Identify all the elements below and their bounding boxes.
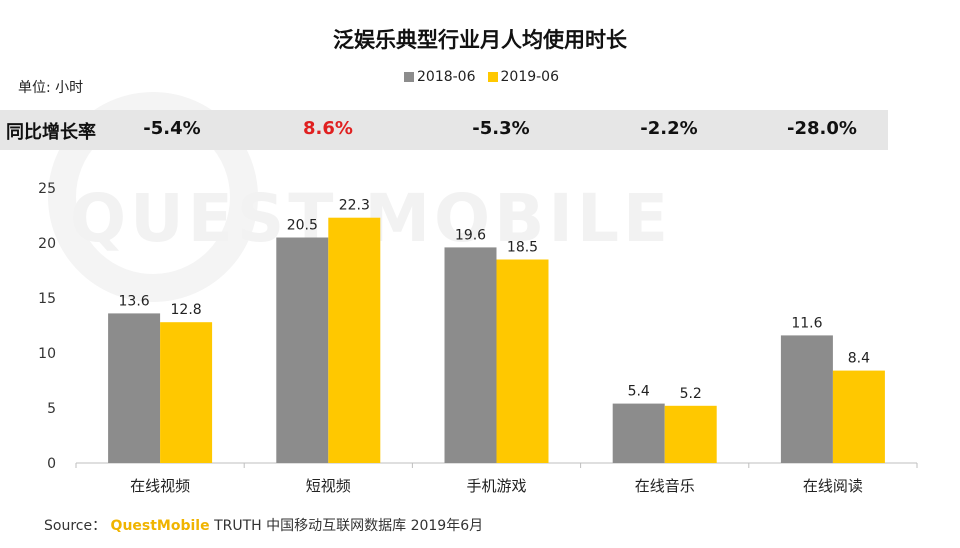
chart-title: 泛娱乐典型行业月人均使用时长 bbox=[333, 28, 627, 52]
bar bbox=[496, 259, 549, 463]
legend-swatch-2019 bbox=[487, 72, 498, 82]
bar bbox=[664, 405, 717, 463]
unit-label: 单位: 小时 bbox=[18, 80, 84, 96]
growth-value-online-reading: -28.0% bbox=[787, 118, 857, 139]
legend-label-2018: 2018-06 bbox=[417, 69, 476, 85]
data-label: 18.5 bbox=[507, 240, 538, 256]
source-suffix: TRUTH 中国移动互联网数据库 2019年6月 bbox=[214, 518, 484, 534]
source-prefix: Source： bbox=[44, 518, 107, 534]
legend-swatch-2018 bbox=[404, 72, 414, 82]
data-label: 13.6 bbox=[119, 293, 150, 309]
y-tick-label: 15 bbox=[38, 291, 56, 307]
source-line: Source： QuestMobile TRUTH 中国移动互联网数据库 201… bbox=[44, 515, 483, 535]
legend: 2018-06 2019-06 bbox=[404, 69, 565, 85]
bar bbox=[780, 335, 833, 463]
growth-row-band bbox=[0, 110, 888, 150]
data-label: 5.4 bbox=[628, 384, 650, 400]
bar bbox=[832, 370, 885, 463]
growth-value-online-video: -5.4% bbox=[143, 118, 201, 139]
bar bbox=[612, 403, 665, 463]
data-label: 12.8 bbox=[171, 302, 202, 318]
x-tick-label: 手机游戏 bbox=[466, 477, 526, 495]
legend-label-2019: 2019-06 bbox=[500, 69, 560, 85]
bar bbox=[160, 322, 213, 463]
bar bbox=[108, 313, 161, 463]
bar bbox=[328, 217, 381, 463]
x-tick-label: 在线音乐 bbox=[635, 477, 695, 495]
growth-value-short-video: 8.6% bbox=[303, 118, 353, 139]
y-tick-label: 20 bbox=[38, 236, 56, 252]
data-label: 11.6 bbox=[791, 315, 822, 331]
y-tick-label: 10 bbox=[38, 346, 56, 362]
source-brand: QuestMobile bbox=[110, 518, 210, 534]
growth-value-mobile-games: -5.3% bbox=[472, 118, 530, 139]
data-label: 5.2 bbox=[680, 386, 702, 402]
data-label: 19.6 bbox=[455, 227, 486, 243]
bar bbox=[276, 237, 329, 463]
y-tick-label: 5 bbox=[47, 401, 56, 417]
x-tick-label: 短视频 bbox=[306, 477, 351, 495]
bar bbox=[444, 247, 497, 463]
growth-value-online-music: -2.2% bbox=[640, 118, 698, 139]
legend-entry-2018: 2018-06 bbox=[404, 69, 476, 85]
legend-entry-2019: 2019-06 bbox=[487, 69, 560, 85]
x-tick-label: 在线视频 bbox=[130, 477, 190, 495]
y-tick-label: 0 bbox=[47, 456, 56, 472]
growth-row-label: 同比增长率 bbox=[6, 122, 96, 143]
data-label: 20.5 bbox=[287, 218, 318, 234]
data-label: 22.3 bbox=[339, 198, 370, 214]
y-tick-label: 25 bbox=[38, 181, 56, 197]
x-tick-label: 在线阅读 bbox=[803, 477, 863, 495]
data-label: 8.4 bbox=[848, 351, 870, 367]
